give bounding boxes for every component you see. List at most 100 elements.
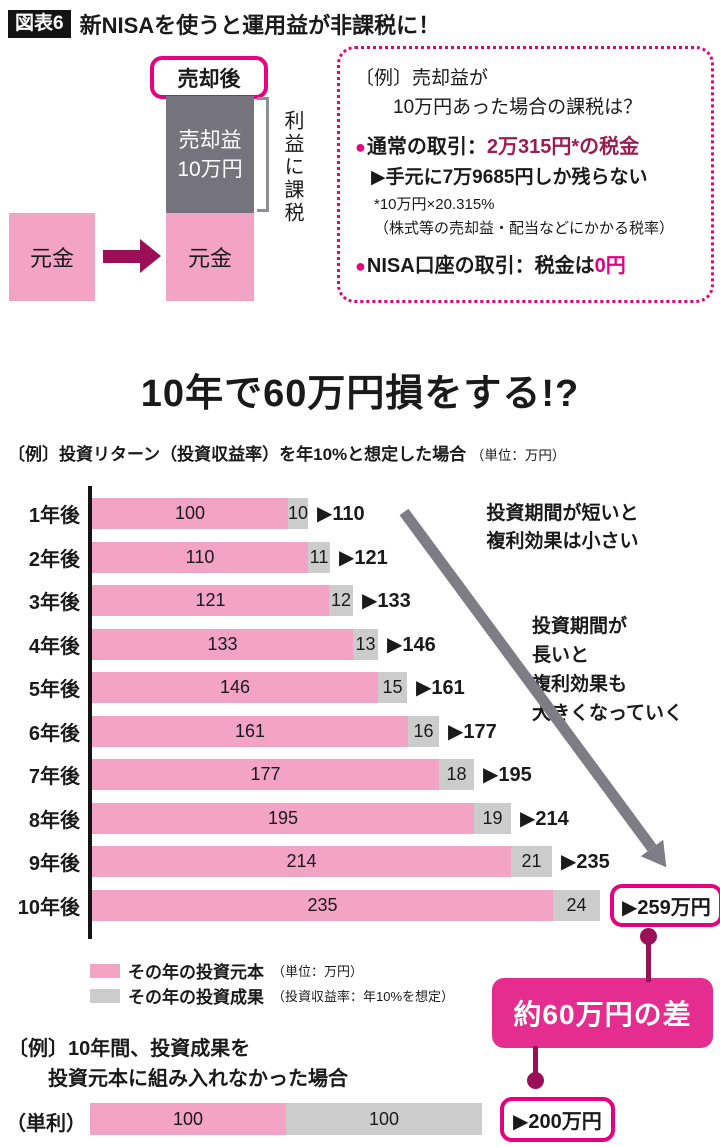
subtitle-unit: （単位：万円）	[470, 448, 566, 463]
gain-value: 11	[309, 546, 329, 567]
gain-value: 19	[482, 807, 503, 828]
row-category-label: 10年後	[17, 896, 80, 919]
connector-line-bottom	[533, 1046, 538, 1084]
tax-rate-note1: *10万円×20.315%	[374, 196, 495, 213]
row-category-label: 5年後	[28, 679, 80, 702]
row-category-label: 3年後	[28, 592, 80, 615]
figure-number-tag: 図表6	[8, 10, 71, 38]
simple-gain-bar: 100	[286, 1103, 482, 1135]
chart-row: 10年後 235 24 ▶259万円	[0, 883, 720, 928]
chart-row: 7年後 177 18 ▶195	[0, 753, 720, 797]
legend-label: その年の投資成果	[128, 988, 264, 1007]
page-title: 新NISAを使うと運用益が非課税に！	[79, 13, 441, 38]
row-total: ▶214	[520, 807, 569, 830]
legend-item-principal: その年の投資元本 （単位：万円）	[90, 958, 454, 983]
normal-trade-item: ●通常の取引：2万315円*の税金	[355, 134, 699, 161]
gain-bar: 12	[329, 585, 353, 617]
principal-bar: 133	[92, 628, 353, 660]
principal-value: 235	[307, 894, 338, 915]
row-total: ▶110	[317, 503, 365, 526]
row-total: ▶146	[387, 633, 436, 656]
chart-row: 8年後 195 19 ▶214	[0, 797, 720, 841]
principal-value: 161	[234, 720, 266, 741]
gain-box-line1: 売却益	[178, 128, 242, 152]
nisa-trade-tax-value: 0円	[594, 255, 626, 277]
simple-interest-row-label: （単利）	[6, 1113, 86, 1135]
row-category-label: 1年後	[28, 505, 80, 528]
simple-principal-value: 100	[172, 1108, 204, 1129]
chart-row: 1年後 100 10 ▶110	[0, 492, 720, 536]
legend-label: その年の投資元本	[128, 963, 264, 982]
row-category-label: 6年後	[28, 722, 80, 745]
legend-swatch-gray-icon	[90, 988, 120, 1003]
principal-value: 146	[219, 677, 251, 698]
principal-bar: 110	[92, 541, 308, 573]
principal-value: 214	[286, 851, 317, 872]
example-title-line1: 〔例〕売却益が	[355, 68, 489, 89]
gain-bar: 11	[308, 541, 330, 573]
normal-trade-label: 通常の取引：	[366, 136, 487, 158]
gain-bar: 16	[408, 715, 439, 747]
row-total: ▶259万円	[610, 883, 720, 927]
simple-gain-value: 100	[368, 1108, 400, 1129]
simple-principal-bar: 100	[90, 1103, 286, 1135]
legend-swatch-pink-icon	[90, 963, 120, 978]
connector-dot-bottom-icon	[527, 1072, 544, 1089]
connector-line-top	[646, 934, 651, 982]
right-arrow-head-icon	[140, 239, 161, 273]
principal-bar: 177	[92, 759, 439, 791]
example-title-line2: 10万円あった場合の課税は？	[393, 97, 643, 118]
annotation-short-term: 投資期間が短いと 複利効果は小さい	[486, 503, 639, 552]
principal-bar: 161	[92, 715, 408, 747]
page-header: 図表6 新NISAを使うと運用益が非課税に！	[8, 8, 440, 40]
row-category-label: 2年後	[28, 548, 80, 571]
row-category-label: 4年後	[28, 635, 80, 658]
principal-bar: 100	[92, 498, 288, 530]
simple-example-line1: 〔例〕10年間、投資成果を	[8, 1038, 251, 1060]
right-arrow-icon	[103, 250, 140, 263]
row-total: ▶161	[416, 677, 465, 700]
principal-bar: 235	[92, 889, 553, 921]
after-sale-label: 売却後	[150, 56, 268, 99]
chart-row: 3年後 121 12 ▶133	[0, 579, 720, 623]
gain-bar: 10	[288, 498, 308, 530]
principal-value: 110	[185, 546, 215, 567]
principal-value: 195	[267, 807, 299, 828]
nisa-trade-label: NISA口座の取引：税金は	[366, 255, 595, 277]
section-title: 10年で60万円損をする!?	[140, 373, 580, 415]
gain-value: 13	[355, 633, 376, 654]
simple-example-line2: 投資元本に組み入れなかった場合	[48, 1068, 348, 1090]
gain-bar: 18	[439, 759, 474, 791]
subtitle-text: 〔例〕投資リターン（投資収益率）を年10%と想定した場合	[8, 445, 467, 464]
row-total: ▶177	[448, 720, 497, 743]
legend-item-gain: その年の投資成果 （投資収益率：年10%を想定）	[90, 983, 454, 1008]
normal-trade-result: ▶手元に7万9685円しか残らない	[371, 167, 648, 188]
tax-rate-note2: （株式等の売却益・配当などにかかる税率）	[374, 220, 675, 237]
tax-on-profit-note: 利益に課税	[281, 110, 303, 225]
legend-note: （投資収益率：年10%を想定）	[272, 989, 455, 1004]
principal-bar: 195	[92, 802, 474, 834]
gain-bar: 21	[511, 846, 552, 878]
tax-example-box: 〔例〕売却益が 10万円あった場合の課税は？ ●通常の取引：2万315円*の税金…	[337, 46, 714, 303]
chart-row: 9年後 214 21 ▶235	[0, 840, 720, 884]
y-axis-line	[88, 486, 92, 939]
principal-after-box: 元金	[166, 213, 254, 301]
normal-trade-tax-value: 2万315円*の税金	[486, 136, 640, 158]
row-category-label: 8年後	[28, 809, 80, 832]
gain-box-line2: 10万円	[177, 157, 243, 181]
gain-value: 16	[413, 720, 434, 741]
simple-total-box: ▶200万円	[500, 1097, 615, 1142]
tax-bracket-icon	[257, 97, 269, 212]
chart-legend: その年の投資元本 （単位：万円） その年の投資成果 （投資収益率：年10%を想定…	[90, 958, 454, 1008]
gain-value: 12	[330, 590, 352, 611]
principal-value: 121	[195, 590, 226, 611]
principal-value: 100	[174, 503, 206, 524]
principal-before-box: 元金	[9, 213, 95, 301]
row-total: ▶133	[362, 590, 411, 613]
simple-interest-example: 〔例〕10年間、投資成果を 投資元本に組み入れなかった場合	[8, 1034, 348, 1094]
row-total: ▶235	[561, 851, 610, 874]
gain-bar: 24	[553, 889, 600, 921]
row-category-label: 9年後	[28, 853, 80, 876]
row-category-label: 7年後	[28, 766, 80, 789]
